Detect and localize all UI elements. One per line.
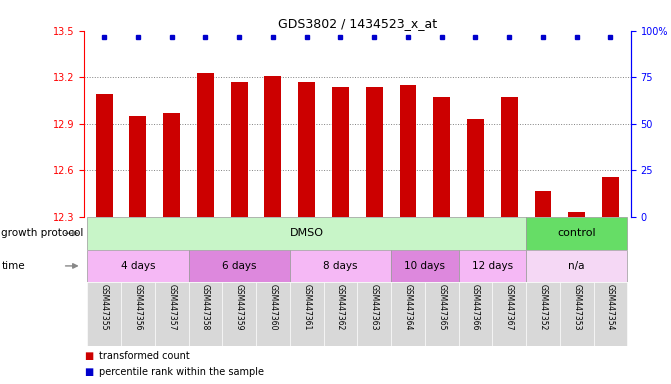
Text: GSM447361: GSM447361 — [302, 284, 311, 331]
Bar — [526, 282, 560, 346]
Bar — [526, 250, 627, 282]
Text: 10 days: 10 days — [405, 261, 446, 271]
Text: GSM447363: GSM447363 — [370, 284, 378, 331]
Bar — [87, 250, 189, 282]
Bar — [391, 250, 458, 282]
Bar — [163, 113, 180, 217]
Bar — [256, 282, 290, 346]
Text: GSM447355: GSM447355 — [99, 284, 109, 331]
Text: n/a: n/a — [568, 261, 585, 271]
Bar — [501, 98, 517, 217]
Text: GSM447356: GSM447356 — [134, 284, 142, 331]
Bar — [155, 282, 189, 346]
Bar — [222, 282, 256, 346]
Bar — [189, 250, 290, 282]
Bar — [458, 250, 526, 282]
Bar — [197, 73, 214, 217]
Text: 4 days: 4 days — [121, 261, 155, 271]
Bar — [87, 282, 121, 346]
Text: GSM447366: GSM447366 — [471, 284, 480, 331]
Text: transformed count: transformed count — [99, 351, 189, 361]
Bar — [535, 190, 552, 217]
Text: percentile rank within the sample: percentile rank within the sample — [99, 367, 264, 377]
Text: time: time — [1, 261, 25, 271]
Title: GDS3802 / 1434523_x_at: GDS3802 / 1434523_x_at — [278, 17, 437, 30]
Text: DMSO: DMSO — [290, 228, 323, 238]
Bar — [332, 87, 349, 217]
Bar — [189, 282, 222, 346]
Bar — [231, 82, 248, 217]
Text: GSM447358: GSM447358 — [201, 284, 210, 331]
Bar — [323, 282, 357, 346]
Text: GSM447353: GSM447353 — [572, 284, 581, 331]
Bar — [568, 212, 585, 217]
Text: control: control — [558, 228, 596, 238]
Text: 6 days: 6 days — [222, 261, 256, 271]
Bar — [602, 177, 619, 217]
Bar — [458, 282, 493, 346]
Bar — [425, 282, 458, 346]
Bar — [493, 282, 526, 346]
Bar — [130, 116, 146, 217]
Bar — [467, 119, 484, 217]
Bar — [358, 282, 391, 346]
Text: GSM447357: GSM447357 — [167, 284, 176, 331]
Text: GSM447352: GSM447352 — [538, 284, 548, 331]
Text: GSM447362: GSM447362 — [336, 284, 345, 331]
Text: ■: ■ — [84, 367, 93, 377]
Bar — [391, 282, 425, 346]
Text: GSM447359: GSM447359 — [235, 284, 244, 331]
Bar — [290, 282, 323, 346]
Bar — [366, 87, 382, 217]
Bar — [264, 76, 281, 217]
Bar — [298, 82, 315, 217]
Bar — [96, 94, 113, 217]
Text: GSM447354: GSM447354 — [606, 284, 615, 331]
Text: GSM447364: GSM447364 — [403, 284, 413, 331]
Text: 12 days: 12 days — [472, 261, 513, 271]
Bar — [433, 98, 450, 217]
Bar — [594, 282, 627, 346]
Text: GSM447360: GSM447360 — [268, 284, 277, 331]
Text: ■: ■ — [84, 351, 93, 361]
Bar — [87, 217, 526, 250]
Bar — [399, 85, 417, 217]
Bar — [526, 217, 627, 250]
Bar — [560, 282, 594, 346]
Bar — [290, 250, 391, 282]
Bar — [121, 282, 155, 346]
Text: 8 days: 8 days — [323, 261, 358, 271]
Text: growth protocol: growth protocol — [1, 228, 84, 238]
Text: GSM447365: GSM447365 — [437, 284, 446, 331]
Text: GSM447367: GSM447367 — [505, 284, 514, 331]
